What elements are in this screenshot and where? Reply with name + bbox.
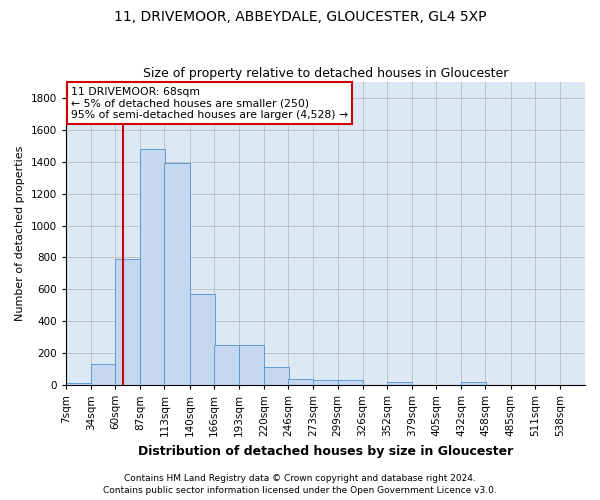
Bar xyxy=(164,164,190,385)
Bar xyxy=(461,382,487,385)
Bar xyxy=(288,380,313,385)
Bar xyxy=(66,384,91,385)
Bar xyxy=(214,345,239,385)
Bar xyxy=(338,380,362,385)
Bar xyxy=(313,380,338,385)
Text: 11, DRIVEMOOR, ABBEYDALE, GLOUCESTER, GL4 5XP: 11, DRIVEMOOR, ABBEYDALE, GLOUCESTER, GL… xyxy=(114,10,486,24)
Title: Size of property relative to detached houses in Gloucester: Size of property relative to detached ho… xyxy=(143,66,508,80)
Bar xyxy=(91,364,116,385)
X-axis label: Distribution of detached houses by size in Gloucester: Distribution of detached houses by size … xyxy=(138,444,513,458)
Text: 11 DRIVEMOOR: 68sqm
← 5% of detached houses are smaller (250)
95% of semi-detach: 11 DRIVEMOOR: 68sqm ← 5% of detached hou… xyxy=(71,86,348,120)
Bar xyxy=(190,294,215,385)
Bar xyxy=(387,382,412,385)
Text: Contains HM Land Registry data © Crown copyright and database right 2024.
Contai: Contains HM Land Registry data © Crown c… xyxy=(103,474,497,495)
Bar xyxy=(115,259,140,385)
Y-axis label: Number of detached properties: Number of detached properties xyxy=(15,146,25,321)
Bar xyxy=(264,366,289,385)
Bar xyxy=(239,345,264,385)
Bar xyxy=(140,149,166,385)
